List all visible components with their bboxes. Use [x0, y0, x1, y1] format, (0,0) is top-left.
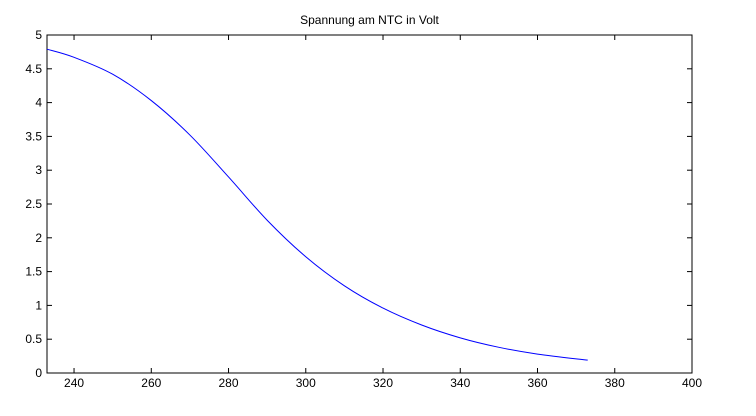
series-group	[46, 48, 588, 361]
x-tick-label: 260	[141, 376, 161, 390]
y-tick-label: 1	[35, 298, 42, 312]
y-tick-label: 2.5	[25, 197, 42, 211]
y-tick-label: 3	[35, 163, 42, 177]
x-tick-label: 380	[605, 376, 625, 390]
plot-area	[46, 34, 693, 374]
x-tick-label: 240	[64, 376, 84, 390]
y-tick-label: 4	[35, 96, 42, 110]
y-tick-label: 3.5	[25, 129, 42, 143]
y-tick-label: 1.5	[25, 265, 42, 279]
y-tick-label: 5	[35, 28, 42, 42]
y-tick-label: 0	[35, 366, 42, 380]
y-tick-label: 2	[35, 231, 42, 245]
voltage-series-line	[46, 48, 588, 361]
x-tick-label: 400	[682, 376, 702, 390]
x-tick-label: 360	[527, 376, 547, 390]
x-axis-ticks: 240 260 280 300 320 340 360 380 400	[64, 35, 702, 390]
y-tick-label: 0.5	[25, 332, 42, 346]
chart-title: Spannung am NTC in Volt	[300, 13, 439, 27]
y-axis-ticks: 0 0.5 1 1.5 2 2.5 3 3.5 4 4.5 5	[25, 28, 692, 380]
x-tick-label: 280	[219, 376, 239, 390]
x-tick-label: 300	[296, 376, 316, 390]
y-tick-label: 4.5	[25, 62, 42, 76]
x-tick-label: 340	[450, 376, 470, 390]
x-tick-label: 320	[373, 376, 393, 390]
